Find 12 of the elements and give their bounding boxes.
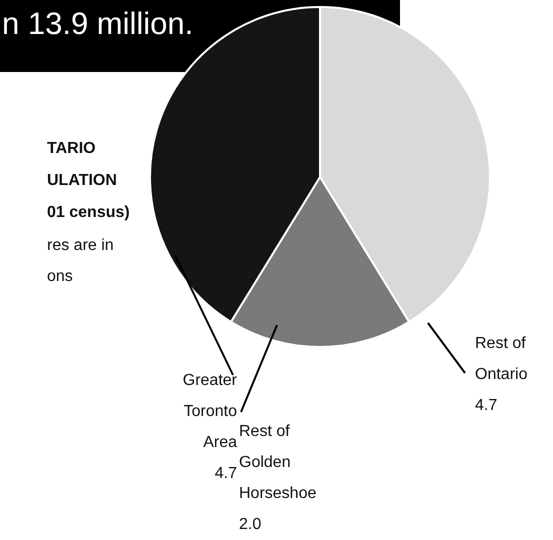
data-label: 4.7 — [214, 465, 238, 482]
text: ULATION — [47, 172, 117, 190]
text: 01 census) — [47, 204, 130, 222]
data-label: 2.0 — [239, 516, 262, 533]
text: ons — [47, 268, 73, 286]
slice-label: Rest of Ontario — [475, 335, 528, 383]
text: TARIO — [47, 140, 96, 158]
text: res are in — [47, 237, 114, 255]
slice-label: Greater Toronto Area — [182, 372, 238, 451]
chart-title: n 13.9 million. — [2, 6, 194, 42]
slice-label: Rest of Golden Horseshoe — [239, 423, 316, 502]
data-label: 4.7 — [475, 397, 498, 414]
